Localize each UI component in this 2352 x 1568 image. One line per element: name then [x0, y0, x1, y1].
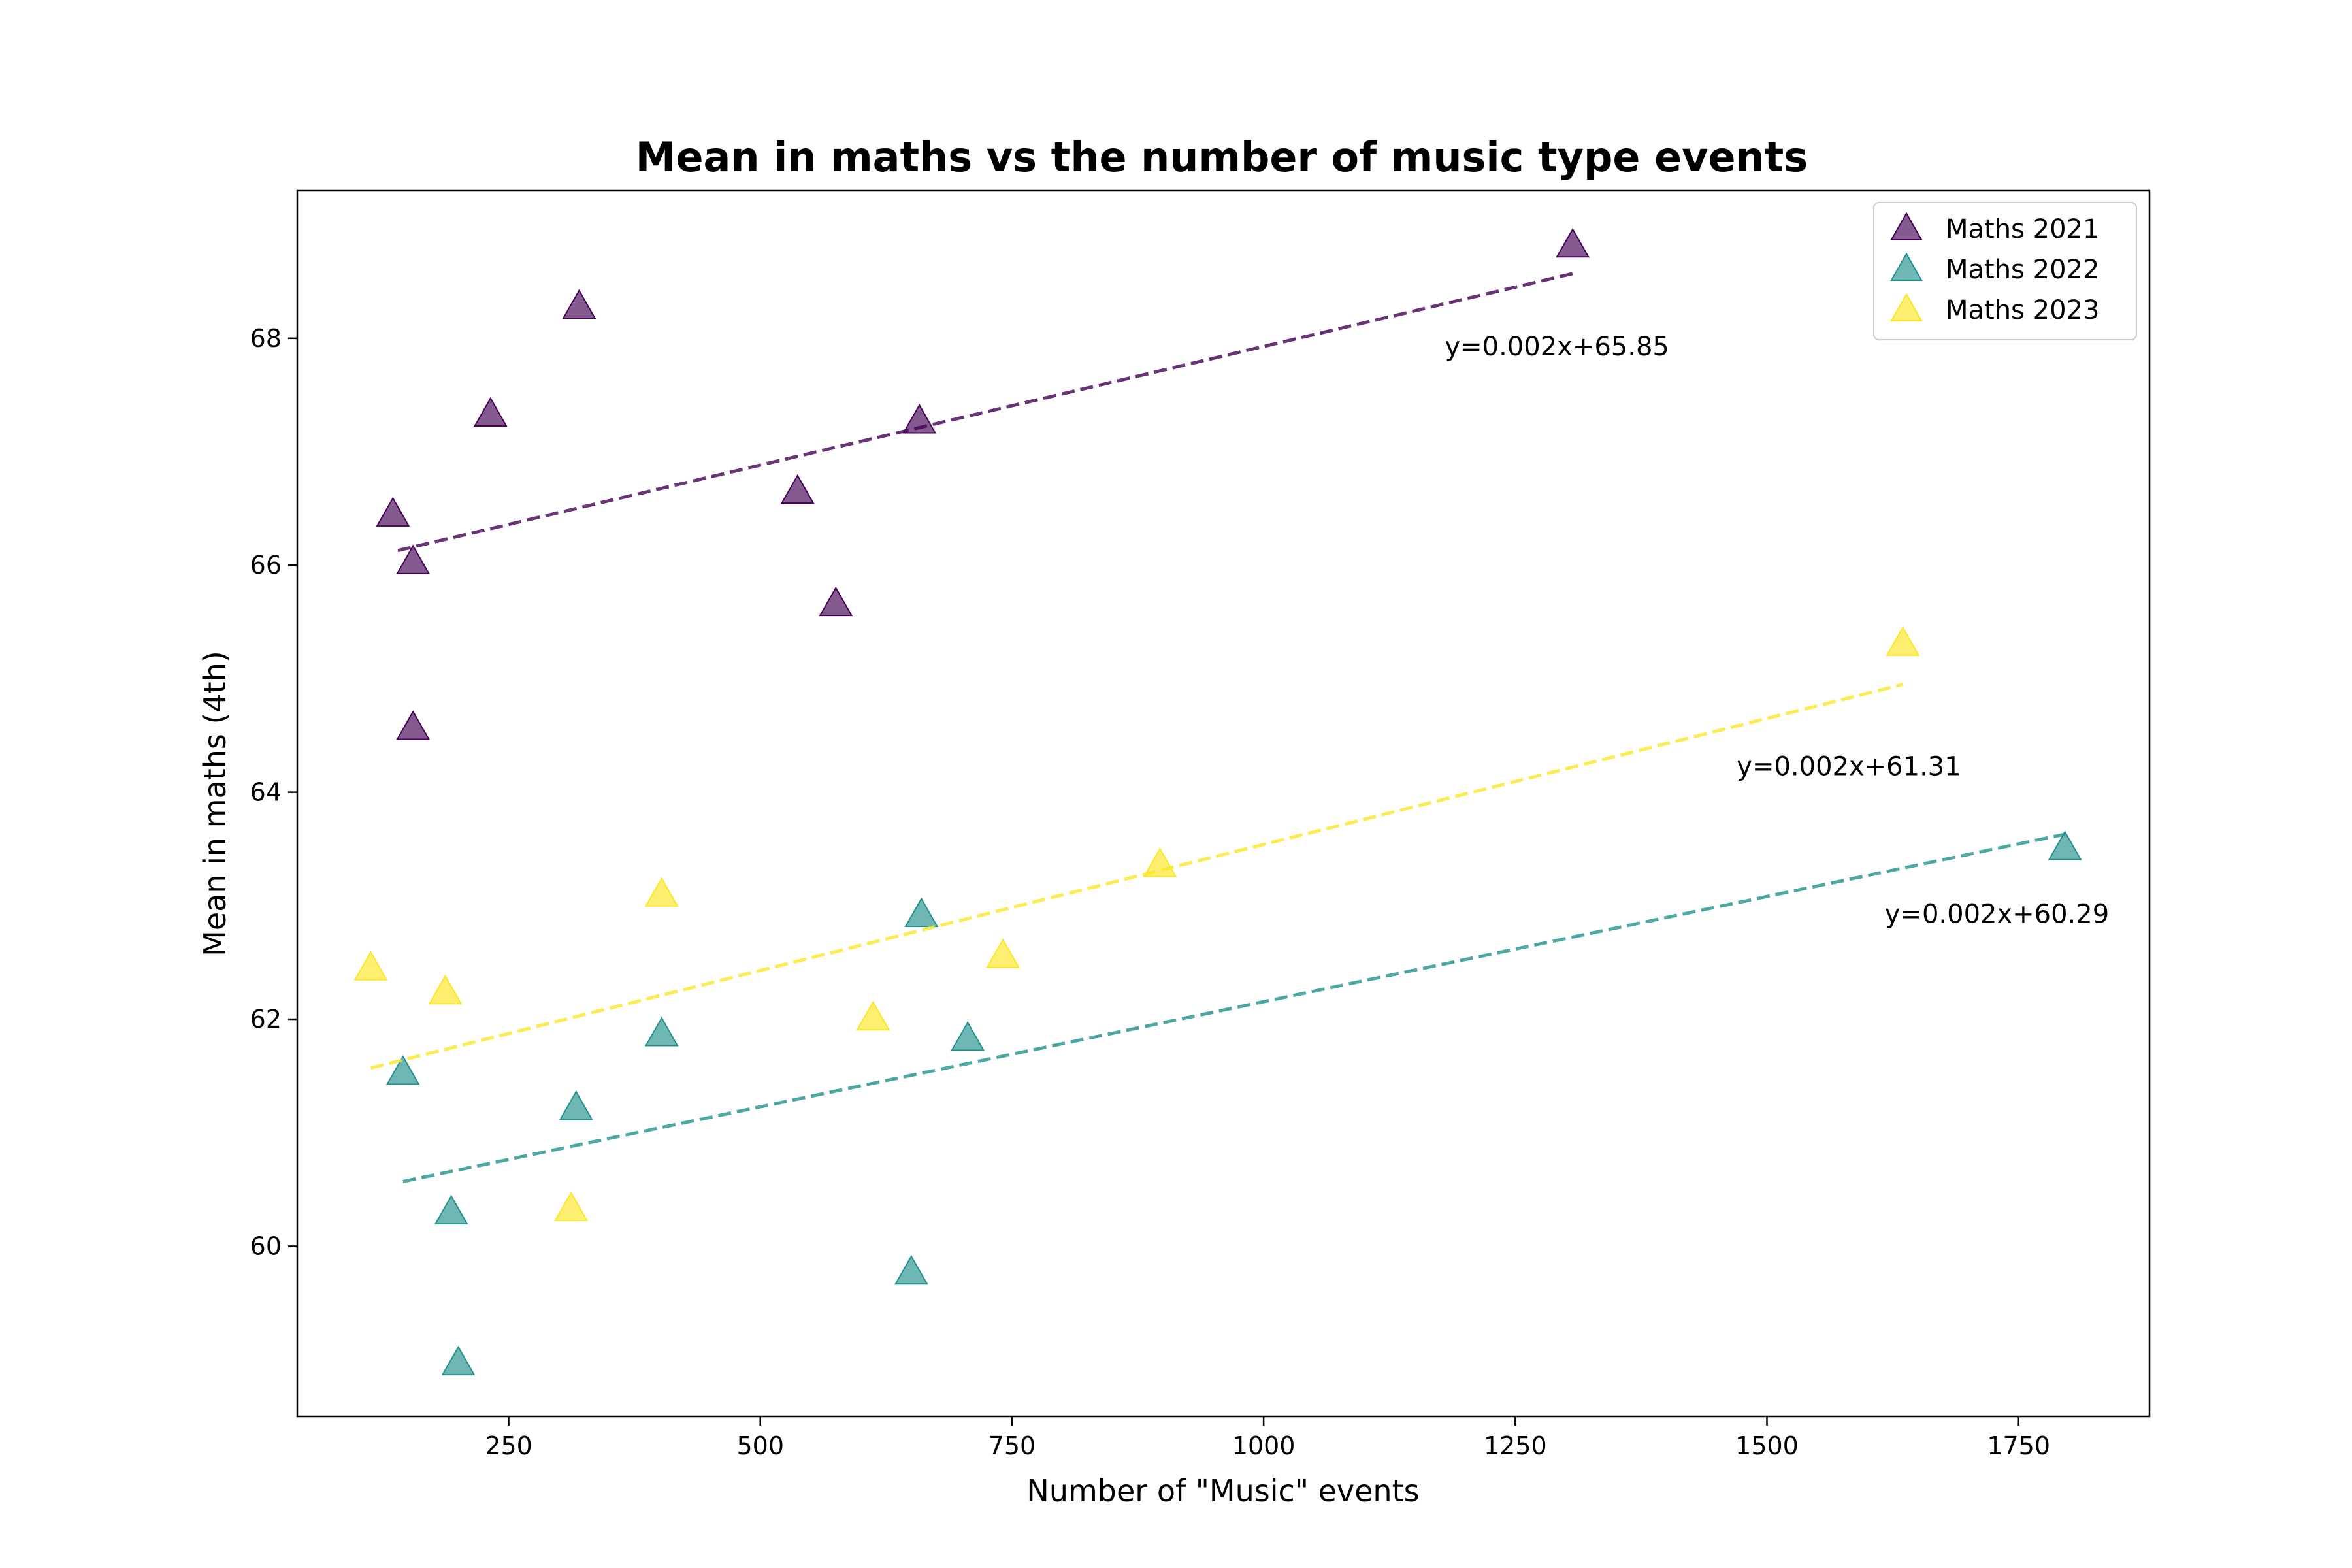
data-point: [894, 1254, 928, 1285]
data-point: [473, 397, 508, 427]
legend-frame: [1873, 202, 2137, 340]
y-tick-label: 68: [250, 324, 282, 353]
trend-line: [397, 272, 1573, 553]
y-axis-ticks: 60 62 64 66 68: [250, 324, 297, 1260]
data-point: [644, 1017, 679, 1047]
x-tick-label: 500: [736, 1431, 784, 1460]
data-point: [428, 974, 463, 1005]
data-point: [780, 474, 815, 504]
trend-line: [370, 683, 1904, 1070]
x-axis-ticks: 250 500 750 1000 1250 1500 1750: [485, 1416, 2050, 1460]
data-point: [562, 289, 596, 319]
legend-label: Maths 2023: [1946, 295, 2099, 325]
data-point: [1556, 227, 1590, 258]
x-tick-label: 1500: [1735, 1431, 1799, 1460]
legend-marker: [1890, 212, 1923, 241]
x-tick-label: 1250: [1484, 1431, 1547, 1460]
data-point: [856, 1000, 890, 1031]
y-tick-label: 62: [250, 1005, 282, 1034]
data-point: [396, 544, 431, 574]
data-point: [819, 586, 853, 617]
data-point: [554, 1191, 589, 1221]
x-axis-label: Number of "Music" events: [1026, 1473, 1419, 1509]
series-1: y=0.002x+65.85: [376, 227, 1669, 740]
data-point: [376, 497, 410, 527]
data-point: [385, 1055, 420, 1085]
data-point: [1143, 847, 1177, 877]
data-point: [904, 897, 939, 928]
data-point: [353, 951, 388, 981]
data-point: [2048, 830, 2082, 860]
trend-line: [402, 832, 2066, 1183]
y-axis-label: Mean in maths (4th): [197, 651, 233, 956]
data-point: [441, 1345, 476, 1376]
y-tick-label: 66: [250, 551, 282, 580]
x-tick-label: 250: [485, 1431, 532, 1460]
legend: Maths 2021 Maths 2022 Maths 2023: [1873, 202, 2137, 340]
trend-equation-label: y=0.002x+65.85: [1445, 332, 1669, 362]
data-point: [559, 1090, 593, 1120]
plot-frame: [296, 189, 2151, 1418]
legend-label: Maths 2021: [1946, 214, 2099, 244]
y-tick-label: 64: [250, 778, 282, 807]
x-tick-label: 1000: [1232, 1431, 1296, 1460]
x-tick-label: 750: [988, 1431, 1036, 1460]
chart-title: Mean in maths vs the number of music typ…: [636, 133, 1808, 181]
data-point: [396, 710, 431, 740]
data-point: [951, 1021, 985, 1051]
data-point: [902, 404, 937, 434]
data-point: [986, 938, 1020, 968]
series-2: y=0.002x+60.29: [385, 830, 2109, 1376]
legend-label: Maths 2022: [1946, 255, 2099, 285]
data-point: [644, 877, 679, 907]
legend-marker: [1890, 252, 1923, 282]
legend-marker: [1890, 293, 1923, 322]
plot-area: y=0.002x+65.85 y=0.002x+60.29 y=0.002x+61.…: [353, 227, 2109, 1376]
data-point: [434, 1194, 468, 1225]
series-3: y=0.002x+61.31: [353, 626, 1961, 1221]
trend-equation-label: y=0.002x+60.29: [1885, 899, 2109, 929]
x-tick-label: 1750: [1987, 1431, 2050, 1460]
trend-equation-label: y=0.002x+61.31: [1737, 752, 1961, 782]
y-tick-label: 60: [250, 1232, 282, 1260]
data-point: [1886, 626, 1920, 656]
